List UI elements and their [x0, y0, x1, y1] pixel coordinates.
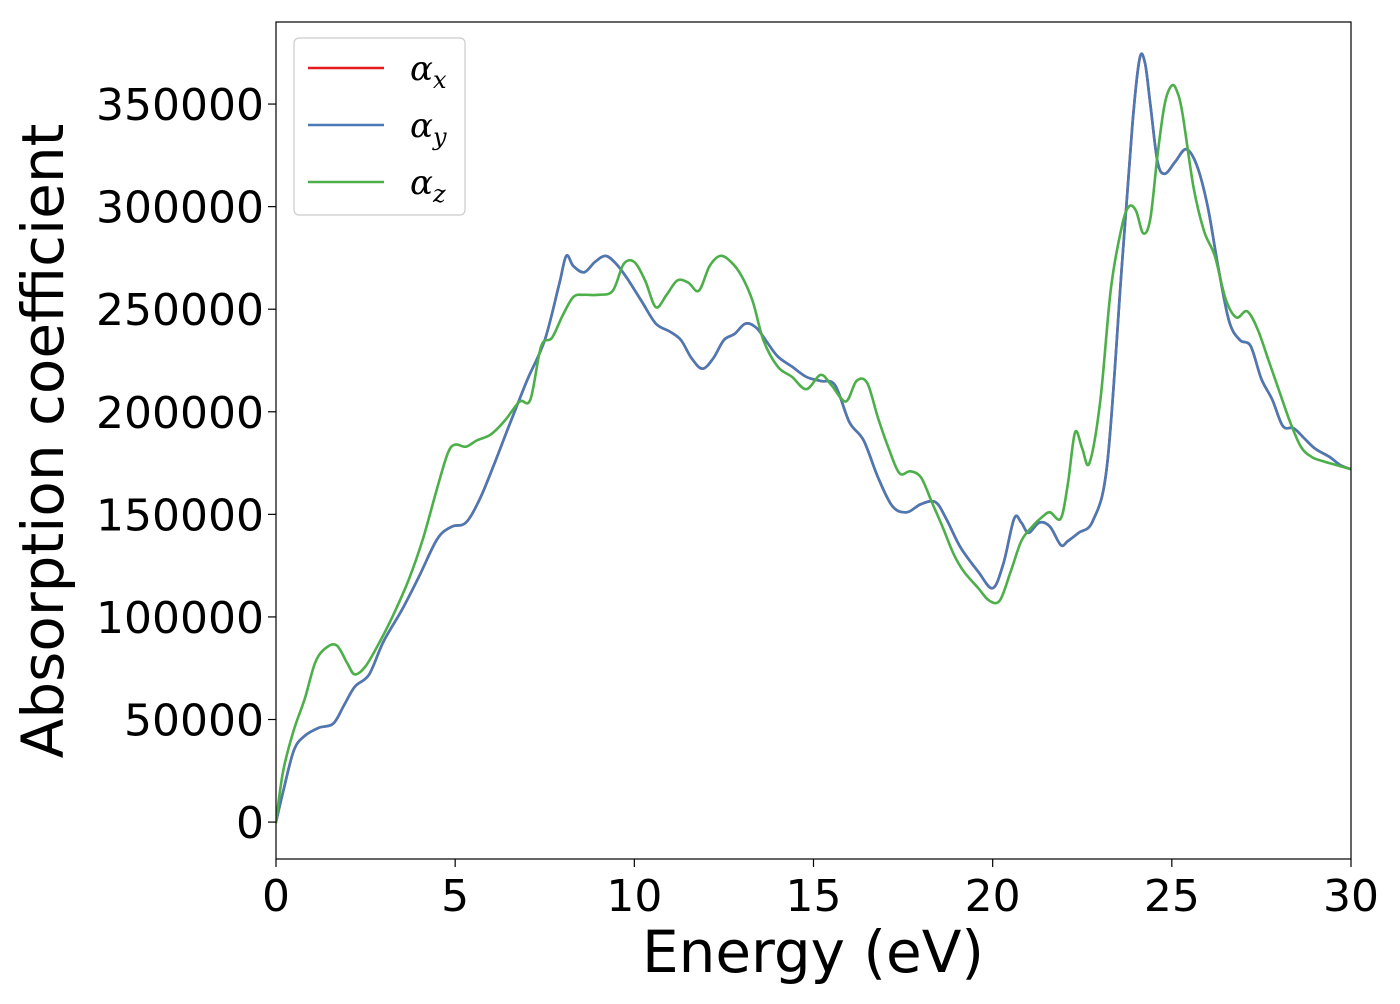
legend-label-x: αx: [410, 49, 447, 94]
legend-subscript: x: [433, 66, 447, 94]
y-tick-label: 100000: [96, 593, 264, 644]
x-tick-label: 5: [441, 871, 469, 922]
y-tick-label: 50000: [124, 696, 264, 747]
y-axis-title: Absorption coefficient: [9, 124, 77, 759]
x-tick-label: 20: [965, 871, 1021, 922]
legend-symbol: α: [410, 163, 433, 203]
series-line-y: [276, 52, 1351, 824]
x-tick-label: 0: [262, 871, 290, 922]
legend-label-y: αy: [410, 106, 447, 151]
y-tick-label: 300000: [96, 183, 264, 234]
x-tick-label: 10: [606, 871, 662, 922]
x-axis-ticks: 0 5 10 15 20 25 30: [262, 859, 1379, 922]
legend-frame: [293, 37, 466, 216]
y-tick-label: 350000: [96, 80, 264, 131]
legend-symbol: α: [410, 106, 433, 146]
y-tick-label: 250000: [96, 285, 264, 336]
x-tick-label: 25: [1144, 871, 1200, 922]
y-tick-label: 0: [236, 798, 264, 849]
series-layer: [276, 52, 1351, 824]
legend-label-z: αz: [410, 163, 446, 208]
y-tick-label: 200000: [96, 388, 264, 439]
x-tick-label: 30: [1323, 871, 1379, 922]
x-axis-title: Energy (eV): [642, 918, 984, 986]
legend-symbol: α: [410, 49, 433, 89]
x-tick-label: 15: [786, 871, 842, 922]
legend-subscript: y: [432, 123, 447, 151]
series-line-z: [276, 83, 1351, 824]
y-tick-label: 150000: [96, 490, 264, 541]
y-axis-ticks: 0 50000 100000 150000 200000 250000 300000 3500…: [96, 80, 276, 849]
legend-subscript: z: [432, 180, 446, 208]
